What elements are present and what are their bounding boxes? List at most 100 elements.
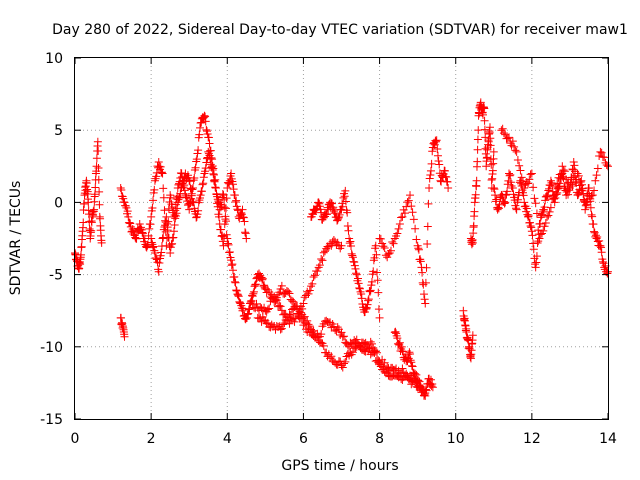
data-point — [93, 137, 102, 146]
data-point — [158, 234, 167, 243]
y-tick-label: 0 — [54, 195, 63, 211]
data-point — [136, 224, 145, 233]
x-tick-label: 14 — [599, 431, 617, 447]
data-point — [553, 184, 562, 193]
data-point — [333, 323, 342, 332]
data-point — [337, 241, 346, 250]
data-point — [406, 191, 415, 200]
data-point — [197, 118, 206, 127]
data-point — [182, 193, 191, 202]
data-point — [489, 147, 498, 156]
data-point — [148, 204, 157, 213]
data-point — [395, 219, 404, 228]
data-point — [220, 203, 229, 212]
data-point — [516, 166, 525, 175]
data-point — [116, 183, 125, 192]
data-point — [426, 166, 435, 175]
data-point — [517, 173, 526, 182]
data-point — [199, 173, 208, 182]
data-point — [209, 169, 218, 178]
data-point — [164, 204, 173, 213]
data-point — [478, 110, 487, 119]
data-point — [389, 239, 398, 248]
data-point — [520, 183, 529, 192]
data-point — [527, 223, 536, 232]
data-point — [244, 305, 253, 314]
data-point — [238, 306, 247, 315]
x-tick-label: 0 — [71, 431, 80, 447]
data-point — [185, 177, 194, 186]
data-point — [380, 244, 389, 253]
data-point — [544, 211, 553, 220]
data-point — [375, 313, 384, 322]
data-point — [159, 184, 168, 193]
data-point — [188, 185, 197, 194]
data-point — [130, 228, 139, 237]
data-point — [412, 235, 421, 244]
data-point — [334, 213, 343, 222]
data-point — [201, 117, 210, 126]
data-point — [420, 390, 429, 399]
data-point — [327, 199, 336, 208]
data-point — [299, 299, 308, 308]
data-point — [487, 160, 496, 169]
data-point — [419, 290, 428, 299]
data-point — [216, 203, 225, 212]
data-point — [178, 179, 187, 188]
data-point — [246, 298, 255, 307]
data-point — [175, 193, 184, 202]
data-point — [471, 190, 480, 199]
data-point — [395, 338, 404, 347]
data-point — [187, 184, 196, 193]
data-point — [340, 192, 349, 201]
data-point — [293, 302, 302, 311]
data-point — [212, 190, 221, 199]
data-point — [525, 218, 534, 227]
data-point — [187, 191, 196, 200]
data-point — [203, 130, 212, 139]
data-point — [135, 220, 144, 229]
data-point — [234, 292, 243, 301]
data-point — [584, 183, 593, 192]
data-point — [157, 242, 166, 251]
data-point — [423, 240, 432, 249]
data-point — [227, 256, 236, 265]
data-point — [366, 286, 375, 295]
data-point — [161, 218, 170, 227]
data-point — [230, 277, 239, 286]
data-point — [428, 379, 437, 388]
data-point — [225, 247, 234, 256]
data-point — [319, 341, 328, 350]
data-point — [390, 365, 399, 374]
data-point — [442, 172, 451, 181]
data-point — [405, 348, 414, 357]
x-tick-label: 6 — [299, 431, 308, 447]
data-point — [213, 195, 222, 204]
data-point — [124, 212, 133, 221]
data-point — [397, 342, 406, 351]
data-point — [586, 203, 595, 212]
data-point — [92, 154, 101, 163]
data-point — [351, 264, 360, 273]
data-point — [512, 205, 521, 214]
data-point — [205, 139, 214, 148]
data-point — [319, 248, 328, 257]
data-point — [228, 266, 237, 275]
data-point — [83, 187, 92, 196]
data-point — [286, 310, 295, 319]
data-point — [233, 290, 242, 299]
data-point — [367, 277, 376, 286]
data-point — [366, 337, 375, 346]
data-point — [408, 362, 417, 371]
data-point — [335, 210, 344, 219]
data-point — [352, 335, 361, 344]
data-point — [189, 176, 198, 185]
data-point — [195, 130, 204, 139]
data-point — [559, 166, 568, 175]
data-point — [117, 185, 126, 194]
data-point — [371, 347, 380, 356]
data-point — [168, 239, 177, 248]
data-point — [574, 171, 583, 180]
data-point — [275, 288, 284, 297]
